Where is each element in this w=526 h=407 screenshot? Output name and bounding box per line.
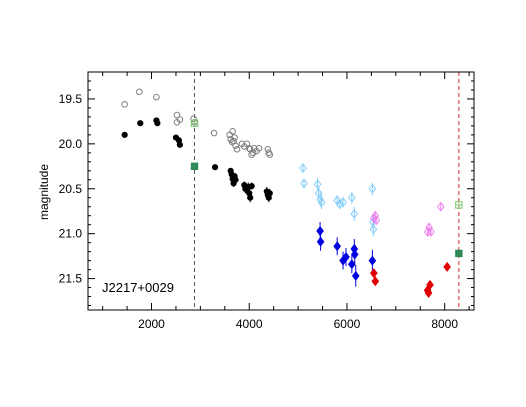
data-point — [232, 176, 239, 183]
data-point — [247, 194, 254, 201]
y-tick-label: 21.5 — [59, 272, 83, 286]
data-point — [255, 145, 263, 152]
y-tick-label: 20.0 — [59, 137, 83, 151]
x-tick-label: 8000 — [431, 317, 458, 331]
data-point — [232, 142, 239, 149]
data-point — [173, 118, 181, 126]
plot-frame — [87, 71, 475, 311]
data-point — [436, 201, 445, 212]
y-tick-label: 21.0 — [59, 227, 83, 241]
data-point — [342, 251, 350, 263]
data-point — [299, 163, 307, 174]
data-point — [266, 151, 274, 158]
series-7 — [370, 201, 445, 237]
data-point — [249, 149, 257, 157]
data-point — [427, 226, 435, 237]
data-point — [371, 210, 380, 221]
x-tick-label: 2000 — [138, 317, 165, 331]
series-5 — [299, 163, 378, 237]
y-tick-label: 19.5 — [59, 92, 83, 106]
data-series — [121, 88, 463, 298]
series-3 — [190, 162, 463, 258]
data-point — [317, 197, 326, 208]
data-point — [339, 197, 347, 208]
data-point — [350, 249, 359, 260]
data-point — [266, 190, 273, 197]
data-point — [190, 115, 197, 123]
data-point — [137, 120, 144, 127]
data-point — [211, 164, 219, 171]
data-point — [173, 111, 181, 119]
data-point — [121, 101, 128, 108]
data-point — [229, 127, 236, 135]
data-point — [348, 259, 356, 270]
y-axis-title: magnitude — [37, 164, 51, 220]
series-2 — [121, 117, 273, 203]
data-point — [348, 192, 356, 203]
data-point — [370, 268, 378, 279]
data-point — [136, 88, 143, 96]
x-tick-label: 4000 — [236, 317, 263, 331]
data-point — [190, 162, 199, 171]
data-point — [368, 183, 377, 194]
series-4 — [190, 119, 463, 209]
data-point — [335, 198, 344, 210]
data-point — [300, 178, 308, 189]
data-point — [248, 151, 255, 158]
data-point — [455, 249, 463, 258]
data-point — [443, 261, 451, 272]
data-point — [248, 182, 255, 190]
data-point — [245, 145, 253, 152]
data-point — [372, 215, 381, 226]
series-6 — [316, 221, 377, 287]
data-point — [369, 224, 378, 235]
data-point — [176, 141, 183, 148]
data-point — [424, 287, 433, 298]
data-point — [333, 241, 342, 252]
data-point — [351, 270, 360, 281]
data-point — [233, 145, 241, 153]
data-point — [426, 279, 434, 290]
data-point — [313, 179, 322, 190]
data-point — [316, 236, 325, 247]
y-tick-label: 20.5 — [59, 182, 83, 196]
data-point — [371, 276, 380, 287]
data-point — [231, 134, 238, 141]
data-point — [425, 222, 433, 233]
data-point — [350, 208, 359, 219]
data-point — [210, 129, 218, 137]
data-point — [153, 93, 160, 101]
x-tick-label: 6000 — [334, 317, 361, 331]
data-point — [121, 131, 128, 138]
data-point — [154, 120, 161, 127]
data-point — [368, 255, 377, 266]
series-8 — [370, 261, 451, 298]
reference-lines — [194, 72, 460, 310]
object-label: J2217+0029 — [102, 280, 174, 295]
axes: 2000 4000 6000 8000 19.5 20.0 20.5 21.0 21.5 — [59, 72, 474, 331]
